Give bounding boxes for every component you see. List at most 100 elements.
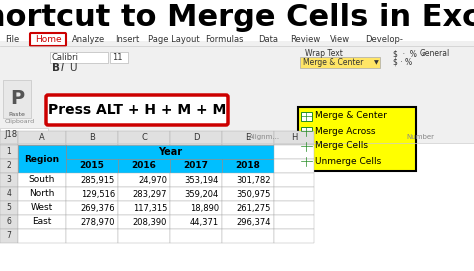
- Bar: [274, 229, 314, 243]
- Text: Wrap Text: Wrap Text: [305, 49, 343, 58]
- Text: 3: 3: [7, 176, 11, 185]
- Bar: [222, 215, 274, 229]
- Bar: [170, 229, 222, 243]
- Text: Merge Cells: Merge Cells: [315, 141, 368, 150]
- Text: 2015: 2015: [80, 162, 104, 170]
- Bar: [222, 201, 274, 215]
- Text: 7: 7: [7, 231, 11, 240]
- Bar: [18, 131, 66, 145]
- Text: 2016: 2016: [132, 162, 156, 170]
- Bar: [170, 131, 222, 145]
- Text: I: I: [61, 63, 64, 73]
- Bar: [66, 145, 274, 159]
- Text: Analyze: Analyze: [72, 34, 105, 44]
- Text: Alignm...: Alignm...: [249, 134, 281, 140]
- Text: 269,376: 269,376: [81, 204, 115, 212]
- Text: 2: 2: [7, 162, 11, 170]
- Text: U: U: [69, 63, 76, 73]
- Text: H: H: [291, 134, 297, 143]
- Bar: [66, 187, 118, 201]
- Text: 1: 1: [7, 147, 11, 156]
- Text: 6: 6: [7, 218, 11, 227]
- Text: 117,315: 117,315: [133, 204, 167, 212]
- Text: 278,970: 278,970: [81, 218, 115, 227]
- Bar: [118, 159, 170, 173]
- Text: 2018: 2018: [236, 162, 260, 170]
- Text: $  ·  %  ›: $ · % ›: [393, 49, 425, 58]
- Text: Shortcut to Merge Cells in Excel: Shortcut to Merge Cells in Excel: [0, 3, 474, 32]
- Bar: [0, 173, 18, 187]
- Bar: [118, 173, 170, 187]
- Bar: [298, 107, 416, 171]
- Text: 285,915: 285,915: [81, 176, 115, 185]
- Bar: [222, 187, 274, 201]
- Bar: [18, 201, 66, 215]
- Bar: [66, 201, 118, 215]
- Text: 359,204: 359,204: [185, 189, 219, 198]
- Text: 350,975: 350,975: [237, 189, 271, 198]
- Bar: [0, 201, 18, 215]
- Text: Insert: Insert: [115, 34, 139, 44]
- Bar: [66, 173, 118, 187]
- Text: 2017: 2017: [183, 162, 209, 170]
- Bar: [170, 173, 222, 187]
- Bar: [222, 229, 274, 243]
- Bar: [274, 131, 314, 145]
- Bar: [0, 159, 18, 173]
- Bar: [0, 215, 18, 229]
- Text: Merge Across: Merge Across: [315, 127, 375, 136]
- Bar: [222, 131, 274, 145]
- Text: 4: 4: [7, 189, 11, 198]
- Bar: [170, 187, 222, 201]
- Text: Review: Review: [290, 34, 320, 44]
- Text: West: West: [31, 204, 53, 212]
- Bar: [170, 201, 222, 215]
- Bar: [18, 173, 66, 187]
- Text: South: South: [29, 176, 55, 185]
- Text: $ · %: $ · %: [393, 57, 412, 66]
- Bar: [118, 229, 170, 243]
- Bar: [300, 57, 380, 68]
- Bar: [118, 187, 170, 201]
- Text: 296,374: 296,374: [237, 218, 271, 227]
- Text: General: General: [420, 49, 450, 58]
- Text: B: B: [52, 63, 60, 73]
- Bar: [0, 131, 18, 145]
- Bar: [170, 215, 222, 229]
- Bar: [301, 142, 312, 151]
- Bar: [0, 145, 18, 159]
- Bar: [274, 187, 314, 201]
- Text: Home: Home: [35, 34, 61, 44]
- Bar: [274, 159, 314, 173]
- Bar: [301, 112, 312, 121]
- Text: View: View: [330, 34, 350, 44]
- Text: 5: 5: [7, 204, 11, 212]
- FancyBboxPatch shape: [46, 95, 228, 125]
- Bar: [301, 157, 312, 166]
- Bar: [118, 131, 170, 145]
- Text: Data: Data: [258, 34, 278, 44]
- Text: 18,890: 18,890: [190, 204, 219, 212]
- Bar: [18, 215, 66, 229]
- Bar: [301, 127, 312, 136]
- Bar: [170, 159, 222, 173]
- Bar: [274, 145, 314, 159]
- Text: 11: 11: [112, 53, 122, 62]
- Bar: [0, 187, 18, 201]
- Bar: [274, 215, 314, 229]
- Text: D: D: [193, 134, 199, 143]
- FancyBboxPatch shape: [30, 33, 66, 46]
- Bar: [18, 145, 66, 173]
- Text: North: North: [29, 189, 55, 198]
- Bar: [18, 187, 66, 201]
- Bar: [50, 52, 108, 63]
- Bar: [66, 131, 118, 145]
- Text: E: E: [246, 134, 251, 143]
- Text: 261,275: 261,275: [237, 204, 271, 212]
- Bar: [118, 215, 170, 229]
- Text: 129,516: 129,516: [81, 189, 115, 198]
- Text: ▼: ▼: [374, 60, 379, 65]
- Bar: [66, 215, 118, 229]
- Bar: [274, 201, 314, 215]
- Text: East: East: [32, 218, 52, 227]
